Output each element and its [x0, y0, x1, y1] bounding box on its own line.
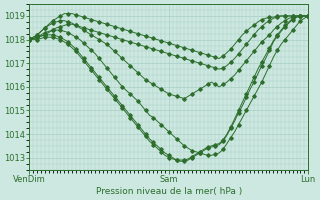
X-axis label: Pression niveau de la mer( hPa ): Pression niveau de la mer( hPa )	[96, 187, 242, 196]
